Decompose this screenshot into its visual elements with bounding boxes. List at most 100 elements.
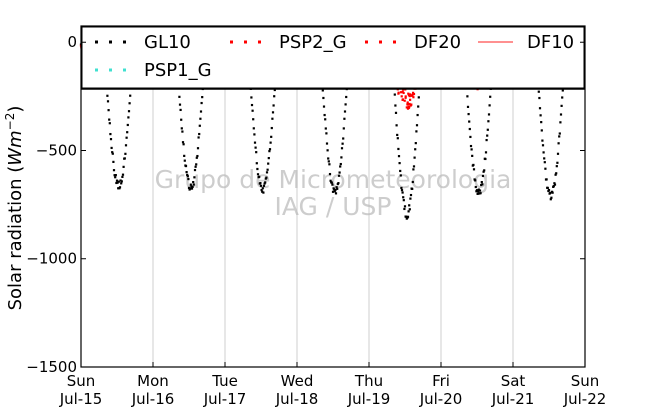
GL10-point xyxy=(111,151,114,154)
PSP2_G-point xyxy=(412,96,415,99)
GL10-point xyxy=(268,150,271,153)
GL10-point xyxy=(345,95,348,99)
x-tick-label-date: Jul-16 xyxy=(131,390,175,408)
watermark-line-1: Grupo de Micrometeorologia xyxy=(155,165,512,194)
GL10-point xyxy=(400,189,404,192)
GL10-point xyxy=(337,182,340,185)
PSP2_G-point xyxy=(403,99,406,102)
GL10-point xyxy=(402,199,405,202)
GL10-point xyxy=(191,185,194,188)
GL10-point xyxy=(489,95,492,98)
GL10-point xyxy=(394,104,397,107)
GL10-point xyxy=(469,135,472,139)
legend-marker xyxy=(393,40,396,44)
GL10-point xyxy=(543,161,546,164)
GL10-point xyxy=(553,182,556,185)
PSP2_G-point xyxy=(409,98,412,101)
plot-frame xyxy=(80,25,586,368)
PSP2_G-point xyxy=(406,103,409,106)
GL10-point xyxy=(403,207,406,211)
y-axis-label: Solar radiation (Wm−2) xyxy=(3,106,26,311)
GL10-point xyxy=(126,123,129,127)
GL10-point xyxy=(474,179,477,182)
GL10-point xyxy=(122,165,125,168)
legend-label: GL10 xyxy=(144,32,191,53)
GL10-point xyxy=(252,118,255,121)
GL10-point xyxy=(417,105,420,108)
GL10-point xyxy=(549,191,552,194)
GL10-point xyxy=(256,173,260,176)
GL10-point xyxy=(415,130,418,133)
GL10-point xyxy=(397,155,401,158)
GL10-point xyxy=(267,162,270,165)
GL10-point xyxy=(178,103,182,106)
GL10-point xyxy=(264,181,267,184)
GL10-point xyxy=(259,184,263,187)
GL10-point xyxy=(559,113,563,116)
GL10-point xyxy=(552,185,555,188)
GL10-point xyxy=(255,162,258,165)
GL10-point xyxy=(328,163,331,166)
legend-marker xyxy=(123,40,126,44)
DF20-point xyxy=(402,91,405,95)
GL10-point xyxy=(268,148,272,151)
PSP2_G-point xyxy=(411,93,414,97)
legend-box xyxy=(81,26,585,89)
GL10-point xyxy=(195,163,198,166)
x-tick-label-date: Jul-19 xyxy=(347,390,391,408)
GL10-point xyxy=(184,164,188,168)
x-tick-label-date: Jul-22 xyxy=(563,390,607,408)
GL10-point xyxy=(322,96,325,100)
GL10-point xyxy=(483,169,486,172)
PSP2_G-point xyxy=(404,96,407,99)
GL10-point xyxy=(185,171,188,174)
legend-label: PSP1_G xyxy=(144,60,212,81)
GL10-point xyxy=(555,165,558,168)
legend-label: DF20 xyxy=(414,32,461,53)
GL10-point xyxy=(405,215,408,218)
x-tick-label-date: Jul-18 xyxy=(275,390,319,408)
GL10-point xyxy=(270,135,273,138)
GL10-point xyxy=(399,174,402,177)
GL10-point xyxy=(190,185,193,188)
GL10-point xyxy=(408,208,411,211)
GL10-point xyxy=(395,124,398,127)
legend-marker xyxy=(365,40,368,44)
GL10-point xyxy=(406,215,410,218)
GL10-point xyxy=(192,181,195,184)
legend-marker xyxy=(258,40,261,44)
GL10-point xyxy=(394,111,398,114)
GL10-point xyxy=(328,172,332,176)
legend: GL10 PSP2_G DF20 DF10 PSP1_G xyxy=(81,26,585,90)
GL10-point xyxy=(252,127,255,130)
GL10-point xyxy=(556,152,560,155)
GL10-point xyxy=(466,95,469,98)
GL10-point xyxy=(487,120,490,123)
GL10-point xyxy=(484,157,487,161)
GL10-point xyxy=(343,117,346,120)
GL10-point xyxy=(198,132,201,136)
GL10-point xyxy=(538,96,541,100)
GL10-point xyxy=(469,144,473,148)
y-tick-label: −1500 xyxy=(26,358,77,376)
GL10-point xyxy=(192,183,195,186)
GL10-point xyxy=(341,142,344,145)
x-tick-label-day: Sun xyxy=(67,372,96,390)
GL10-point xyxy=(265,171,269,174)
GL10-point xyxy=(333,188,336,191)
GL10-point xyxy=(413,156,416,159)
GL10-point xyxy=(250,96,253,99)
GL10-point xyxy=(269,141,272,144)
GL10-point xyxy=(482,170,485,173)
GL10-point xyxy=(342,137,345,140)
GL10-point xyxy=(468,120,471,123)
GL10-point xyxy=(121,173,125,176)
x-tick-label-date: Jul-17 xyxy=(203,390,247,408)
GL10-point xyxy=(466,105,470,108)
GL10-point xyxy=(267,156,270,160)
GL10-point xyxy=(109,132,112,136)
PSP2_G-point xyxy=(400,91,403,94)
GL10-point xyxy=(273,95,276,98)
GL10-point xyxy=(407,210,410,213)
GL10-point xyxy=(488,104,491,107)
